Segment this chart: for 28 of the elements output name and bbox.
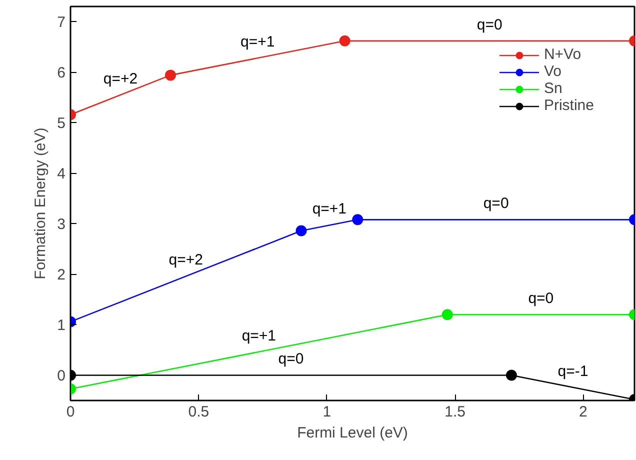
annotation: q=+2 bbox=[103, 70, 138, 88]
annotation: q=-1 bbox=[558, 362, 588, 380]
y-tick-label: 2 bbox=[57, 266, 66, 284]
legend-label: Vo bbox=[544, 63, 562, 80]
x-tick-label: 0.5 bbox=[188, 404, 210, 420]
annotation: q=+1 bbox=[242, 327, 276, 344]
y-tick-label: 6 bbox=[57, 64, 66, 82]
y-tick-label: 5 bbox=[57, 115, 66, 132]
y-tick-label: 3 bbox=[57, 216, 66, 234]
y-tick-label: 7 bbox=[57, 14, 66, 32]
annotation: q=0 bbox=[278, 350, 304, 368]
annotation: q=0 bbox=[476, 16, 502, 34]
legend-label: Pristine bbox=[544, 97, 594, 114]
y-tick-label: 1 bbox=[57, 317, 66, 334]
x-tick-label: 2 bbox=[579, 404, 588, 420]
annotation: q=+1 bbox=[240, 34, 275, 51]
y-axis-title: Formation Energy (eV) bbox=[32, 128, 50, 280]
x-axis-title: Fermi Level (eV) bbox=[297, 424, 408, 442]
annotation: q=0 bbox=[528, 290, 554, 308]
y-tick-label: 0 bbox=[57, 368, 66, 385]
y-tick-label: 4 bbox=[57, 166, 66, 183]
legend-label: N+Vo bbox=[544, 46, 582, 63]
x-tick-label: 1.5 bbox=[444, 404, 466, 420]
x-tick-label: 1 bbox=[322, 404, 332, 420]
legend-label: Sn bbox=[544, 80, 564, 97]
annotation: q=+2 bbox=[168, 252, 203, 269]
annotation: q=+1 bbox=[312, 200, 347, 218]
annotation: q=0 bbox=[483, 195, 509, 212]
